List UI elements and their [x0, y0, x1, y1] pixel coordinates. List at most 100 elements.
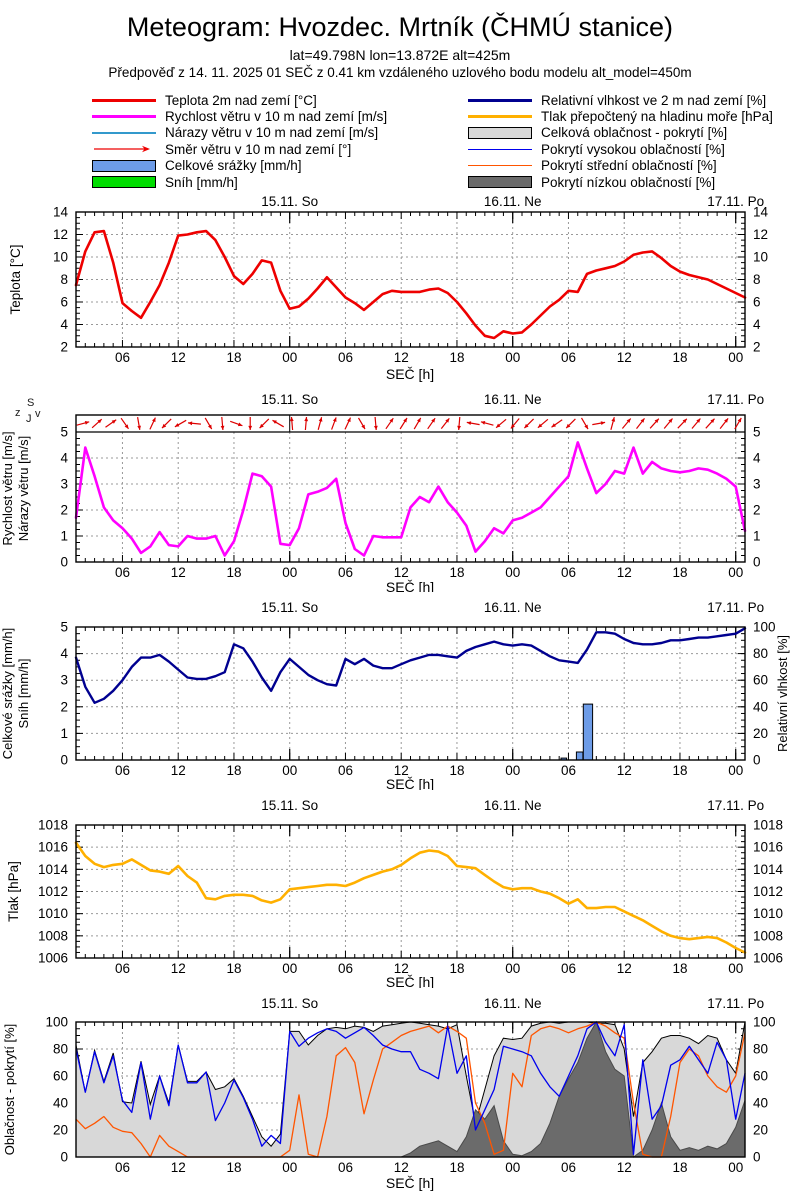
svg-text:3: 3 [60, 477, 68, 492]
svg-text:06: 06 [338, 763, 353, 778]
legend-item: Relativní vlhkost ve 2 m nad zemí [%] [468, 92, 773, 108]
svg-text:1006: 1006 [753, 951, 783, 966]
svg-text:06: 06 [115, 961, 130, 976]
legend-right-column: Relativní vlhkost ve 2 m nad zemí [%] Tla… [468, 92, 773, 190]
svg-text:60: 60 [753, 673, 768, 688]
svg-text:0: 0 [753, 1150, 761, 1165]
svg-text:1014: 1014 [753, 862, 784, 877]
svg-text:100: 100 [753, 1015, 776, 1030]
svg-text:Tlak [hPa]: Tlak [hPa] [6, 861, 21, 922]
svg-text:4: 4 [753, 451, 761, 466]
legend-item: Pokrytí vysokou oblačností [%] [468, 141, 773, 157]
svg-text:1016: 1016 [753, 840, 783, 855]
svg-text:15.11. So: 15.11. So [261, 195, 318, 209]
legend-item: Sníh [mm/h] [92, 174, 387, 190]
svg-text:3: 3 [753, 477, 761, 492]
svg-text:00: 00 [505, 350, 520, 365]
svg-text:00: 00 [282, 763, 297, 778]
svg-text:00: 00 [728, 350, 743, 365]
svg-text:18: 18 [449, 1160, 464, 1175]
svg-text:06: 06 [561, 565, 576, 580]
legend-label: Pokrytí střední oblačností [%] [541, 158, 717, 174]
svg-text:4: 4 [60, 317, 68, 332]
subtitle-forecast-info: Předpověď z 14. 11. 2025 01 SEČ z 0.41 k… [108, 65, 692, 80]
legend-swatch-line [468, 115, 532, 119]
svg-text:1018: 1018 [753, 818, 783, 833]
svg-text:06: 06 [115, 350, 130, 365]
svg-text:40: 40 [53, 1096, 68, 1111]
svg-text:00: 00 [282, 961, 297, 976]
page-title: Meteogram: Hvozdec. Mrtník (ČHMÚ stanice… [126, 12, 674, 42]
legend-swatch-box [468, 126, 532, 139]
svg-text:12: 12 [53, 227, 68, 242]
svg-text:6: 6 [753, 295, 761, 310]
svg-text:8: 8 [753, 272, 761, 287]
svg-text:SEČ [h]: SEČ [h] [386, 579, 434, 592]
legend-swatch-line [468, 98, 532, 102]
svg-text:06: 06 [115, 565, 130, 580]
svg-text:16.11. Ne: 16.11. Ne [484, 600, 542, 615]
svg-text:18: 18 [226, 961, 241, 976]
legend-item: Rychlost větru v 10 m nad zemí [m/s] [92, 108, 387, 124]
svg-text:18: 18 [226, 763, 241, 778]
svg-text:SEČ [h]: SEČ [h] [386, 776, 434, 790]
svg-text:12: 12 [394, 1160, 409, 1175]
legend-label: Celkové srážky [mm/h] [165, 158, 302, 174]
svg-text:Sníh [mm/h]: Sníh [mm/h] [16, 658, 31, 728]
svg-text:18: 18 [672, 763, 687, 778]
svg-text:60: 60 [753, 1069, 768, 1084]
svg-text:2: 2 [60, 340, 68, 355]
svg-text:20: 20 [753, 726, 768, 741]
legend-label: Pokrytí vysokou oblačností [%] [541, 141, 725, 157]
legend-label: Tlak přepočtený na hladinu moře [hPa] [541, 109, 773, 125]
svg-text:12: 12 [171, 763, 186, 778]
svg-text:SEČ [h]: SEČ [h] [386, 366, 434, 382]
svg-text:1008: 1008 [753, 928, 783, 943]
svg-text:5: 5 [753, 425, 761, 440]
svg-text:15.11. So: 15.11. So [261, 600, 318, 615]
svg-text:06: 06 [115, 1160, 130, 1175]
svg-text:00: 00 [505, 961, 520, 976]
svg-text:0: 0 [753, 555, 761, 570]
svg-text:1012: 1012 [753, 884, 783, 899]
svg-text:15.11. So: 15.11. So [261, 798, 318, 813]
svg-text:17.11. Po: 17.11. Po [707, 996, 764, 1011]
svg-text:15.11. So: 15.11. So [261, 393, 318, 407]
svg-text:06: 06 [561, 763, 576, 778]
svg-text:4: 4 [60, 451, 68, 466]
svg-text:12: 12 [171, 961, 186, 976]
svg-text:2: 2 [753, 340, 761, 355]
svg-text:80: 80 [753, 1042, 768, 1057]
svg-text:6: 6 [60, 295, 68, 310]
svg-text:12: 12 [394, 961, 409, 976]
svg-text:12: 12 [617, 565, 632, 580]
compass-north-label: S [27, 397, 35, 409]
svg-text:60: 60 [53, 1069, 68, 1084]
legend-label: Relativní vlhkost ve 2 m nad zemí [%] [541, 92, 767, 108]
svg-text:1012: 1012 [38, 884, 68, 899]
legend-swatch-box [468, 176, 532, 189]
svg-text:1008: 1008 [38, 928, 68, 943]
svg-text:12: 12 [394, 763, 409, 778]
svg-text:00: 00 [728, 961, 743, 976]
svg-text:0: 0 [60, 1150, 68, 1165]
svg-text:12: 12 [617, 763, 632, 778]
svg-text:SEČ [h]: SEČ [h] [386, 1175, 434, 1191]
svg-text:80: 80 [53, 1042, 68, 1057]
chart-pressure-svg: 1006 1006 1008 1008 1010 1010 1012 1012 1014 1014… [6, 798, 784, 990]
compass-east-label: v [35, 408, 41, 420]
svg-text:2: 2 [753, 503, 761, 518]
legend-item: Teplota 2m nad zemí [°C] [92, 92, 387, 108]
svg-text:06: 06 [115, 763, 130, 778]
svg-text:00: 00 [728, 1160, 743, 1175]
svg-text:1006: 1006 [38, 951, 68, 966]
svg-text:00: 00 [282, 1160, 297, 1175]
svg-text:06: 06 [338, 961, 353, 976]
svg-text:06: 06 [561, 1160, 576, 1175]
svg-text:20: 20 [53, 1123, 68, 1138]
chart-temperature-svg: 2 2 4 4 6 6 8 8 10 10 12 12 14 14 15.11. So 16.11. Ne 17… [8, 194, 769, 382]
svg-text:Nárazy větru [m/s]: Nárazy větru [m/s] [16, 436, 31, 541]
svg-text:12: 12 [617, 961, 632, 976]
svg-text:1: 1 [60, 529, 68, 544]
svg-text:1: 1 [60, 726, 68, 741]
